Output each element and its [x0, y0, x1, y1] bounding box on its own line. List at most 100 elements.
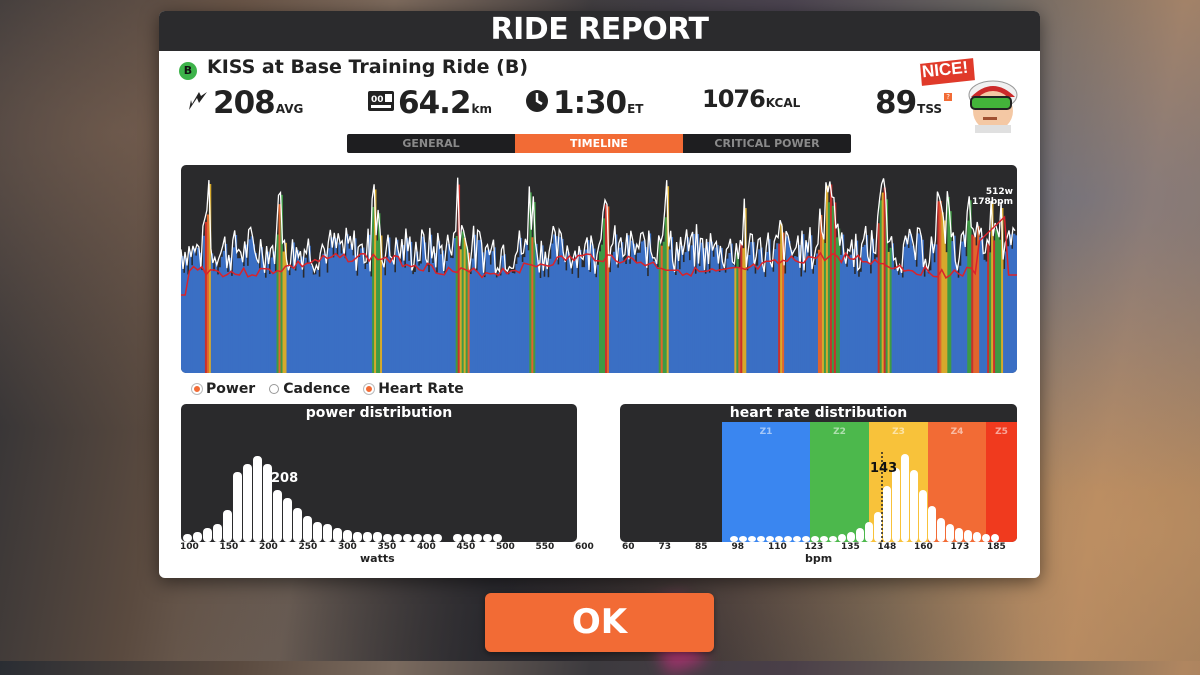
power-bar: [401, 245, 405, 373]
distribution-bar: [413, 534, 422, 542]
power-bar: [284, 242, 287, 373]
power-bar: [378, 213, 381, 373]
distribution-bar: [273, 490, 282, 542]
power-bar: [955, 264, 958, 373]
power-bar: [278, 204, 281, 373]
power-bar: [595, 277, 598, 373]
power-bar: [684, 252, 687, 373]
power-bar: [945, 252, 948, 373]
hr-distribution-svg: Z1 Z2 Z3 Z4 Z5 143: [722, 422, 1017, 542]
ok-button[interactable]: OK: [485, 593, 714, 652]
tab-general[interactable]: GENERAL: [402, 137, 460, 150]
power-bar: [439, 254, 443, 373]
power-bar: [662, 241, 666, 373]
power-bar: [831, 205, 835, 373]
power-bar: [527, 250, 530, 373]
power-bar: [344, 258, 347, 373]
power-bar: [630, 240, 634, 373]
power-bar: [979, 237, 982, 373]
power-bar: [658, 241, 662, 373]
tab-timeline[interactable]: TIMELINE: [515, 134, 683, 153]
power-bar: [622, 260, 626, 373]
legend-heart-rate[interactable]: Heart Rate: [364, 381, 464, 397]
power-bar: [724, 272, 727, 373]
power-bar: [927, 273, 930, 373]
power-bar: [423, 242, 427, 373]
power-bar: [875, 257, 879, 373]
hr-zone-label: Z4: [951, 427, 964, 437]
power-bar: [256, 263, 260, 373]
power-bar: [417, 265, 421, 373]
power-bar: [806, 242, 809, 373]
power-bar: [228, 257, 232, 373]
distribution-bar: [233, 472, 242, 542]
power-bar: [770, 264, 773, 373]
legend-cadence[interactable]: Cadence: [269, 381, 350, 397]
distribution-bar: [883, 486, 891, 542]
power-bar: [652, 260, 656, 373]
power-bar: [732, 264, 735, 373]
power-bar: [322, 253, 325, 373]
hr-zone-z1: [722, 422, 810, 542]
power-bar: [991, 203, 994, 373]
tss-help-icon[interactable]: ?: [944, 93, 953, 101]
power-bar: [931, 244, 934, 373]
power-bar: [348, 248, 351, 373]
power-bar: [250, 236, 254, 373]
svg-text:00: 00: [371, 95, 384, 105]
power-bar: [692, 233, 695, 373]
power-bar: [887, 251, 891, 373]
power-bar: [244, 244, 248, 373]
distribution-bar: [739, 536, 747, 542]
hr-zone-label: Z1: [760, 427, 773, 437]
distribution-bar: [353, 532, 362, 542]
power-bar: [593, 248, 596, 373]
power-bar: [656, 267, 660, 373]
distribution-bar: [483, 534, 492, 542]
power-bar: [678, 269, 682, 373]
power-bar: [266, 251, 269, 373]
power-bar: [923, 276, 926, 373]
hr-zone-label: Z5: [995, 427, 1008, 437]
distribution-bar: [919, 490, 927, 542]
power-bar: [535, 243, 538, 373]
power-bar: [575, 254, 578, 373]
legend-power[interactable]: Power: [192, 381, 255, 397]
axis-tick-label: 200: [259, 542, 278, 552]
legend-heart-rate-marker: [364, 384, 375, 394]
power-bar: [254, 253, 258, 373]
power-bar: [541, 245, 544, 373]
power-bar: [376, 240, 379, 373]
odometer-icon: 00: [368, 89, 394, 117]
power-bar: [561, 238, 564, 373]
power-bar: [915, 266, 918, 373]
power-bar: [720, 247, 723, 373]
power-bar: [306, 262, 309, 373]
power-bar: [1001, 208, 1004, 373]
power-bar: [212, 271, 216, 373]
power-bar: [184, 258, 188, 373]
power-bar: [493, 247, 496, 373]
power-bar: [750, 241, 753, 373]
power-bar: [280, 194, 283, 373]
power-bar: [616, 267, 620, 373]
power-bar: [519, 237, 522, 373]
power-bar: [298, 259, 301, 373]
power-bar: [867, 258, 871, 373]
tab-critical-power[interactable]: CRITICAL POWER: [714, 137, 820, 150]
legend-heart-rate-label: Heart Rate: [378, 381, 464, 397]
power-bar: [784, 273, 787, 373]
power-bar: [328, 248, 331, 373]
power-bar: [194, 255, 198, 373]
distribution-bar: [874, 512, 882, 542]
power-bar: [290, 267, 293, 373]
power-bar: [632, 243, 636, 373]
power-bar: [204, 221, 208, 373]
power-bar: [825, 185, 829, 373]
power-bar: [260, 247, 264, 373]
power-bar: [384, 275, 387, 373]
axis-tick-label: 185: [987, 542, 1006, 552]
power-bar: [612, 251, 616, 373]
distribution-bar: [243, 464, 252, 542]
power-bar: [997, 233, 1000, 373]
